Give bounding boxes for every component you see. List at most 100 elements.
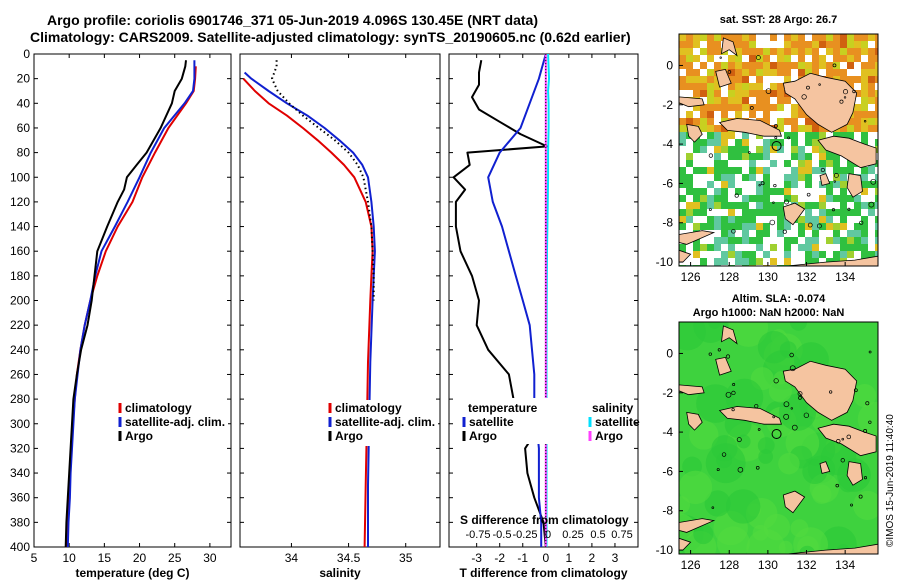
sst-cell	[749, 251, 756, 258]
sla-texture	[693, 524, 714, 545]
island-outline	[798, 396, 802, 400]
land-polygon	[787, 255, 878, 266]
sst-cell	[770, 69, 777, 76]
sst-cell	[833, 167, 840, 174]
sst-cell	[868, 181, 875, 188]
island-outline	[737, 467, 744, 473]
sst-cell	[735, 104, 742, 111]
x-tick-label: 1	[566, 551, 573, 565]
sst-cell	[728, 174, 735, 181]
sst-cell	[826, 188, 833, 195]
sst-cell	[735, 48, 742, 55]
sst-cell	[854, 48, 861, 55]
sst-cell	[868, 251, 875, 258]
sla-texture	[728, 322, 769, 347]
sla-texture	[717, 526, 750, 554]
sst-cell	[847, 209, 854, 216]
sst-cell	[749, 90, 756, 97]
sst-cell	[693, 167, 700, 174]
sst-cell	[749, 48, 756, 55]
island-outline	[731, 229, 736, 234]
sst-cell	[791, 181, 798, 188]
legend-label: climatology	[335, 401, 402, 415]
sst-cell	[798, 216, 805, 223]
sst-cell	[679, 48, 686, 55]
sst-cell	[707, 139, 714, 146]
sst-cell	[798, 244, 805, 251]
sst-cell	[763, 48, 770, 55]
sst-cell	[784, 97, 791, 104]
sst-cell	[875, 188, 878, 195]
sst-cell	[763, 181, 770, 188]
island-outline	[758, 184, 761, 187]
sst-cell	[735, 83, 742, 90]
sst-cell	[756, 69, 763, 76]
island-outline	[859, 220, 864, 225]
sst-cell	[679, 223, 686, 230]
sst-cell	[763, 230, 770, 237]
map-sla-frame	[678, 321, 879, 555]
sst-cell	[693, 209, 700, 216]
sst-cell	[742, 83, 749, 90]
island-outline	[853, 388, 858, 393]
sst-cell	[742, 132, 749, 139]
sst-cell	[840, 34, 847, 41]
sst-cell	[749, 209, 756, 216]
sst-cell	[791, 195, 798, 202]
sst-cell	[749, 258, 756, 265]
sla-texture	[704, 490, 731, 517]
sst-cell	[840, 55, 847, 62]
sst-cell	[798, 62, 805, 69]
sst-cell	[833, 153, 840, 160]
island-outline	[847, 207, 851, 211]
island-outline	[870, 178, 877, 185]
sst-cell	[700, 104, 707, 111]
sst-cell	[854, 76, 861, 83]
sst-cell	[812, 69, 819, 76]
sst-cell	[840, 244, 847, 251]
sst-cell	[728, 55, 735, 62]
sst-cell	[819, 251, 826, 258]
legend-label: satellite	[469, 415, 514, 429]
legend-background	[326, 400, 438, 446]
sst-cell	[693, 69, 700, 76]
sst-cell	[756, 230, 763, 237]
island-outline	[721, 452, 727, 457]
map-sst-field	[679, 34, 878, 266]
sst-cell	[861, 167, 868, 174]
sst-cell	[812, 41, 819, 48]
sst-cell	[805, 251, 812, 258]
sst-cell	[840, 48, 847, 55]
sst-cell	[700, 34, 707, 41]
sst-cell	[700, 223, 707, 230]
sst-cell	[833, 62, 840, 69]
sst-cell	[798, 174, 805, 181]
sst-cell	[749, 104, 756, 111]
sst-cell	[812, 258, 819, 265]
sst-cell	[686, 118, 693, 125]
sst-cell	[854, 118, 861, 125]
sst-cell	[812, 230, 819, 237]
sst-cell	[707, 34, 714, 41]
sst-cell	[812, 237, 819, 244]
sst-cell	[742, 258, 749, 265]
legend-title-temperature: temperature	[468, 401, 538, 415]
sst-cell	[749, 153, 756, 160]
sst-cell	[735, 216, 742, 223]
sst-cell	[854, 195, 861, 202]
sst-cell	[833, 223, 840, 230]
island-outline	[831, 208, 836, 212]
island-outline	[773, 183, 777, 188]
island-outline	[868, 350, 872, 354]
sst-cell	[805, 69, 812, 76]
sst-cell	[812, 62, 819, 69]
sst-cell	[763, 202, 770, 209]
sla-texture	[778, 540, 793, 554]
sst-cell	[693, 146, 700, 153]
sst-cell	[721, 237, 728, 244]
legend-label: satellite-adj. clim.	[125, 415, 225, 429]
sst-cell	[679, 132, 686, 139]
sst-cell	[728, 62, 735, 69]
sst-cell	[784, 62, 791, 69]
sst-cell	[742, 48, 749, 55]
